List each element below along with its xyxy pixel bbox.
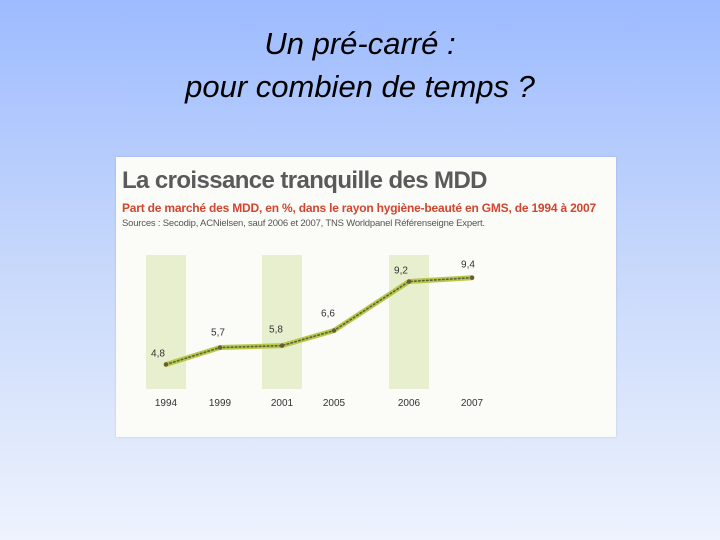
shaded-band-1994 bbox=[146, 255, 186, 389]
slide-title-line-2: pour combien de temps ? bbox=[185, 69, 535, 104]
x-tick-label-1999: 1999 bbox=[209, 398, 232, 409]
x-tick-label-2001: 2001 bbox=[271, 398, 294, 409]
slide-title: Un pré-carré : pour combien de temps ? bbox=[0, 22, 720, 108]
data-label-1999: 5,7 bbox=[211, 328, 225, 339]
data-point-2005 bbox=[331, 328, 337, 333]
chart-source: Sources : Secodip, ACNielsen, sauf 2006 … bbox=[122, 218, 485, 229]
line-chart: 4,8 5,7 5,8 6,6 9,2 9,4 1994 1999 2001 2005 2006 20… bbox=[146, 255, 484, 409]
data-label-2006: 9,2 bbox=[394, 266, 408, 277]
shaded-band-2001 bbox=[262, 255, 302, 389]
x-tick-label-1994: 1994 bbox=[155, 398, 178, 409]
chart-card: 4,8 5,7 5,8 6,6 9,2 9,4 1994 1999 2001 2005 2006 20… bbox=[116, 157, 616, 437]
data-label-2001: 5,8 bbox=[269, 325, 283, 336]
x-tick-label-2007: 2007 bbox=[461, 398, 484, 409]
chart-title: La croissance tranquille des MDD bbox=[122, 167, 488, 194]
x-tick-label-2006: 2006 bbox=[398, 398, 421, 409]
data-label-1994: 4,8 bbox=[151, 348, 165, 359]
data-label-2005: 6,6 bbox=[321, 309, 335, 320]
series-line-dots bbox=[165, 276, 473, 366]
slide-title-line-1: Un pré-carré : bbox=[264, 26, 456, 61]
chart-subtitle: Part de marché des MDD, en %, dans le ra… bbox=[122, 201, 596, 215]
data-point-2006 bbox=[406, 279, 412, 284]
x-tick-label-2005: 2005 bbox=[323, 398, 346, 409]
data-point-1999 bbox=[217, 345, 223, 350]
shaded-band-2006 bbox=[389, 255, 429, 389]
data-point-1994 bbox=[163, 362, 169, 367]
data-point-2007 bbox=[469, 275, 475, 280]
data-point-2001 bbox=[279, 343, 285, 348]
data-label-2007: 9,4 bbox=[461, 260, 475, 271]
